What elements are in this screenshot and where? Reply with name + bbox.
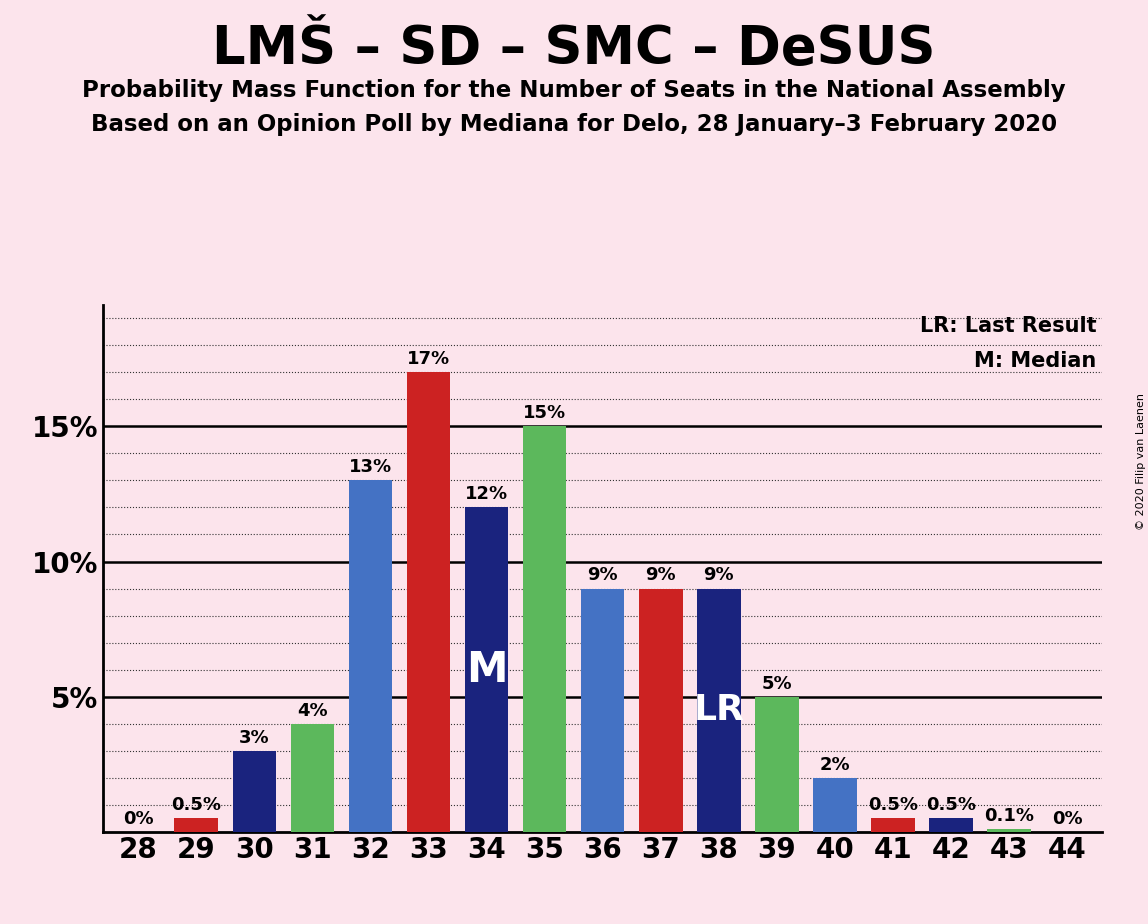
Bar xyxy=(174,818,218,832)
Text: 4%: 4% xyxy=(297,701,327,720)
Text: 13%: 13% xyxy=(349,458,391,477)
Bar xyxy=(406,372,450,832)
Text: 9%: 9% xyxy=(588,566,618,585)
Bar xyxy=(522,427,566,832)
Text: LR: Last Result: LR: Last Result xyxy=(920,316,1096,335)
Bar xyxy=(697,589,740,832)
Text: 9%: 9% xyxy=(704,566,735,585)
Bar xyxy=(290,723,334,832)
Bar xyxy=(349,480,393,832)
Text: 0.5%: 0.5% xyxy=(926,796,976,814)
Text: LMŠ – SD – SMC – DeSUS: LMŠ – SD – SMC – DeSUS xyxy=(212,23,936,75)
Bar xyxy=(639,589,683,832)
Text: 3%: 3% xyxy=(239,728,270,747)
Bar xyxy=(987,829,1031,832)
Bar xyxy=(233,750,276,832)
Bar xyxy=(581,589,625,832)
Text: Based on an Opinion Poll by Mediana for Delo, 28 January–3 February 2020: Based on an Opinion Poll by Mediana for … xyxy=(91,113,1057,136)
Bar xyxy=(465,507,509,832)
Text: 0.5%: 0.5% xyxy=(868,796,918,814)
Bar xyxy=(871,818,915,832)
Bar xyxy=(755,697,799,832)
Text: 17%: 17% xyxy=(406,350,450,369)
Text: M: M xyxy=(466,649,507,690)
Text: 0%: 0% xyxy=(1052,809,1083,828)
Text: 12%: 12% xyxy=(465,485,509,504)
Text: 15%: 15% xyxy=(523,405,566,422)
Bar xyxy=(813,778,856,832)
Text: LR: LR xyxy=(693,693,744,727)
Text: © 2020 Filip van Laenen: © 2020 Filip van Laenen xyxy=(1135,394,1146,530)
Text: 0.5%: 0.5% xyxy=(171,796,222,814)
Text: M: Median: M: Median xyxy=(974,351,1096,371)
Text: Probability Mass Function for the Number of Seats in the National Assembly: Probability Mass Function for the Number… xyxy=(83,79,1065,102)
Text: 9%: 9% xyxy=(645,566,676,585)
Bar xyxy=(930,818,972,832)
Text: 2%: 2% xyxy=(820,756,851,773)
Text: 5%: 5% xyxy=(761,675,792,692)
Text: 0%: 0% xyxy=(123,809,154,828)
Text: 0.1%: 0.1% xyxy=(984,807,1034,825)
